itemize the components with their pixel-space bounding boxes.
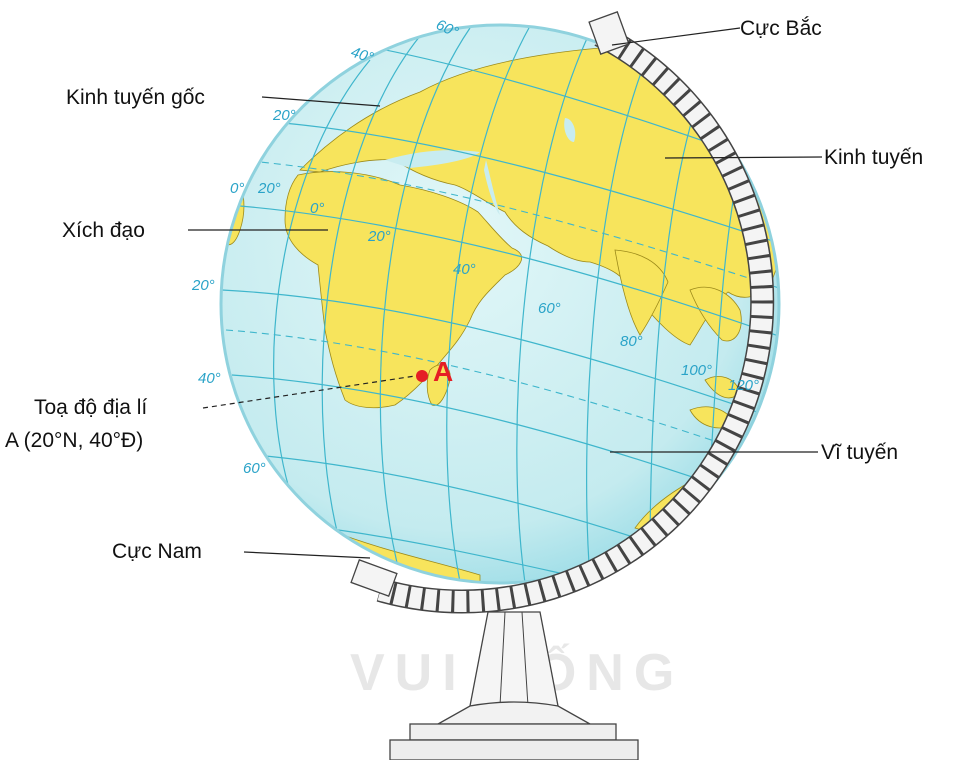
india-landmass: [614, 249, 669, 336]
globe-stand: [389, 611, 639, 760]
deg-lat-60s: 60°: [243, 460, 266, 477]
label-meridian: Kinh tuyến: [824, 146, 923, 169]
africa-landmass: [284, 171, 523, 409]
deg-lon-20e: 20°: [367, 228, 391, 245]
deg-lat-20n: 20°: [272, 107, 296, 124]
globe: [219, 23, 781, 585]
deg-lat-40s: 40°: [198, 370, 221, 387]
label-prime-meridian: Kinh tuyến gốc: [66, 86, 205, 109]
label-parallel: Vĩ tuyến: [821, 441, 898, 464]
label-north-pole: Cực Bắc: [740, 17, 822, 40]
deg-lon-100e: 100°: [681, 362, 712, 379]
label-south-pole: Cực Nam: [112, 540, 202, 563]
deg-lat-20s: 20°: [191, 277, 215, 294]
label-coord-line1: Toạ độ địa lí: [34, 396, 147, 419]
eurasia-landmass: [299, 47, 779, 346]
americas-landmass: [221, 149, 245, 245]
deg-lon-20w: 20°: [257, 180, 281, 197]
label-coord-line2: A (20°N, 40°Đ): [5, 429, 143, 452]
leader-lines: [188, 27, 823, 559]
deg-lon-60e: 60°: [538, 300, 561, 317]
deg-lon-120e: 120°: [728, 377, 759, 394]
deg-lon-0: 0°: [310, 200, 324, 217]
deg-lon-80e: 80°: [620, 333, 643, 350]
point-a-label: A: [433, 356, 453, 387]
labels: Cực Bắc Kinh tuyến gốc Kinh tuyến Xích đ…: [5, 17, 923, 563]
deg-lat-40n: 40°: [349, 44, 376, 67]
madagascar-landmass: [426, 364, 451, 406]
point-a-marker: [416, 370, 428, 382]
label-equator: Xích đạo: [62, 219, 145, 242]
deg-lon-40e: 40°: [453, 261, 476, 278]
deg-lat-0: 0°: [230, 180, 244, 197]
